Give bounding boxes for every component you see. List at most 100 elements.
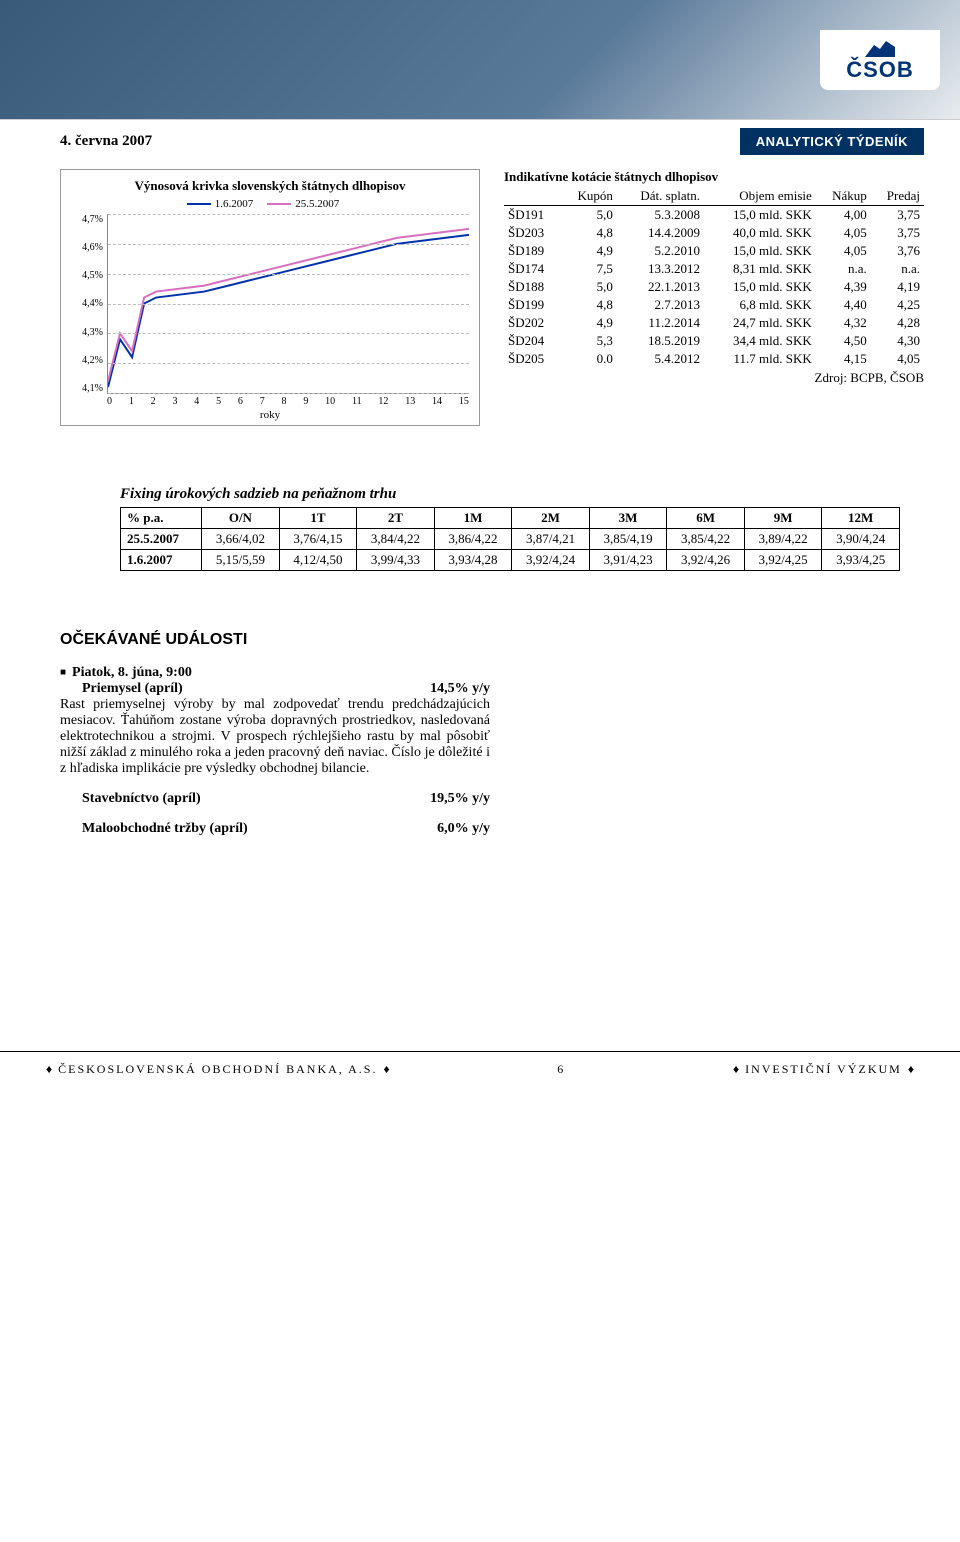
bond-quotes-table: Indikatívne kotácie štátnych dlhopisov K…: [504, 169, 924, 426]
table-row: ŠD1994,82.7.20136,8 mld. SKK4,404,25: [504, 296, 924, 314]
footer-right: INVESTIČNÍ VÝZKUM: [727, 1062, 920, 1077]
event-metric-row: Maloobchodné tržby (apríl)6,0% y/y: [60, 821, 490, 837]
x-tick-label: 7: [260, 396, 265, 407]
bond-cell: 34,4 mld. SKK: [704, 332, 816, 350]
grid-line: [108, 393, 469, 394]
fixing-cell: 3,85/4,19: [589, 529, 667, 550]
bond-cell: 5.2.2010: [617, 242, 704, 260]
table-row: 1.6.20075,15/5,594,12/4,503,99/4,333,93/…: [121, 550, 900, 571]
bond-cell: ŠD202: [504, 314, 561, 332]
bond-cell: 5.3.2008: [617, 206, 704, 225]
top-section: Výnosová krivka slovenských štátnych dlh…: [0, 159, 960, 446]
table-row: ŠD1894,95.2.201015,0 mld. SKK4,053,76: [504, 242, 924, 260]
event-metric-row: Stavebníctvo (apríl)19,5% y/y: [60, 791, 490, 807]
banner-header: ČSOB: [0, 0, 960, 120]
legend-swatch: [187, 203, 211, 205]
fixing-cell: 3,85/4,22: [667, 529, 745, 550]
events-heading: OČEKÁVANÉ UDÁLOSTI: [60, 631, 900, 649]
fixing-column-header: 2T: [357, 508, 435, 529]
legend-label: 25.5.2007: [295, 198, 339, 210]
chart-series-line: [108, 235, 469, 387]
fixing-cell: 25.5.2007: [121, 529, 202, 550]
bond-cell: 4,8: [561, 224, 617, 242]
event-metric-label: Priemysel (apríl): [82, 681, 183, 697]
grid-line: [108, 274, 469, 275]
fixing-cell: 3,93/4,25: [822, 550, 900, 571]
table-row: ŠD2034,814.4.200940,0 mld. SKK4,053,75: [504, 224, 924, 242]
x-tick-label: 9: [303, 396, 308, 407]
y-tick-label: 4,3%: [71, 327, 103, 338]
bond-cell: ŠD199: [504, 296, 561, 314]
fixing-column-header: O/N: [202, 508, 280, 529]
legend-label: 1.6.2007: [215, 198, 254, 210]
chart-y-axis: 4,7%4,6%4,5%4,4%4,3%4,2%4,1%: [71, 214, 107, 394]
legend-swatch: [267, 203, 291, 205]
bond-cell: 7,5: [561, 260, 617, 278]
x-tick-label: 4: [194, 396, 199, 407]
issue-date: 4. června 2007: [60, 133, 152, 150]
bond-cell: 0.0: [561, 350, 617, 368]
bond-cell: 13.3.2012: [617, 260, 704, 278]
chart-plot: [107, 214, 469, 394]
bond-cell: 5,0: [561, 278, 617, 296]
bond-cell: 4,00: [816, 206, 871, 225]
bond-cell: 4,30: [871, 332, 924, 350]
fixing-cell: 5,15/5,59: [202, 550, 280, 571]
event-metric-label: Stavebníctvo (apríl): [82, 791, 201, 807]
bond-cell: 3,76: [871, 242, 924, 260]
table-row: ŠD2024,911.2.201424,7 mld. SKK4,324,28: [504, 314, 924, 332]
fixing-cell: 1.6.2007: [121, 550, 202, 571]
bond-cell: 4,19: [871, 278, 924, 296]
fixing-cell: 4,12/4,50: [279, 550, 357, 571]
fixing-section: Fixing úrokových sadzieb na peňažnom trh…: [0, 446, 960, 591]
x-tick-label: 1: [129, 396, 134, 407]
bond-cell: ŠD188: [504, 278, 561, 296]
y-tick-label: 4,6%: [71, 242, 103, 253]
bond-cell: 4,9: [561, 314, 617, 332]
fixing-column-header: 12M: [822, 508, 900, 529]
table-row: ŠD1915,05.3.200815,0 mld. SKK4,003,75: [504, 206, 924, 225]
bond-cell: n.a.: [816, 260, 871, 278]
y-tick-label: 4,4%: [71, 298, 103, 309]
bond-cell: 4,05: [816, 224, 871, 242]
event-metric-value: 14,5% y/y: [430, 681, 490, 697]
fixing-cell: 3,91/4,23: [589, 550, 667, 571]
bond-cell: 15,0 mld. SKK: [704, 242, 816, 260]
fixing-column-header: 6M: [667, 508, 745, 529]
bond-cell: 15,0 mld. SKK: [704, 278, 816, 296]
yield-curve-chart: Výnosová krivka slovenských štátnych dlh…: [60, 169, 480, 426]
x-tick-label: 2: [151, 396, 156, 407]
footer-left: ČESKOSLOVENSKÁ OBCHODNÍ BANKA, A.S.: [40, 1062, 396, 1077]
bond-cell: ŠD204: [504, 332, 561, 350]
chart-x-axis: 0123456789101112131415: [107, 394, 469, 407]
bond-column-header: [504, 187, 561, 206]
y-tick-label: 4,5%: [71, 270, 103, 281]
bond-column-header: Objem emisie: [704, 187, 816, 206]
bond-cell: 4,15: [816, 350, 871, 368]
bond-cell: 6,8 mld. SKK: [704, 296, 816, 314]
bond-cell: 11.7 mld. SKK: [704, 350, 816, 368]
table-row: ŠD1885,022.1.201315,0 mld. SKK4,394,19: [504, 278, 924, 296]
fixing-cell: 3,93/4,28: [434, 550, 512, 571]
bond-cell: ŠD205: [504, 350, 561, 368]
bond-cell: ŠD203: [504, 224, 561, 242]
x-tick-label: 10: [325, 396, 335, 407]
chart-series-line: [108, 229, 469, 381]
bond-cell: 3,75: [871, 206, 924, 225]
bond-cell: 5.4.2012: [617, 350, 704, 368]
fixing-cell: 3,84/4,22: [357, 529, 435, 550]
table-row: ŠD1747,513.3.20128,31 mld. SKKn.a.n.a.: [504, 260, 924, 278]
page-footer: ČESKOSLOVENSKÁ OBCHODNÍ BANKA, A.S. 6 IN…: [0, 1051, 960, 1087]
bond-cell: 4,40: [816, 296, 871, 314]
fixing-cell: 3,92/4,24: [512, 550, 590, 571]
fixing-cell: 3,90/4,24: [822, 529, 900, 550]
fixing-cell: 3,86/4,22: [434, 529, 512, 550]
chart-title: Výnosová krivka slovenských štátnych dlh…: [71, 178, 469, 194]
y-tick-label: 4,2%: [71, 355, 103, 366]
table-row: ŠD2050.05.4.201211.7 mld. SKK4,154,05: [504, 350, 924, 368]
bond-cell: 15,0 mld. SKK: [704, 206, 816, 225]
bond-cell: 5,3: [561, 332, 617, 350]
bond-cell: 4,39: [816, 278, 871, 296]
bond-column-header: Dát. splatn.: [617, 187, 704, 206]
x-tick-label: 11: [352, 396, 362, 407]
